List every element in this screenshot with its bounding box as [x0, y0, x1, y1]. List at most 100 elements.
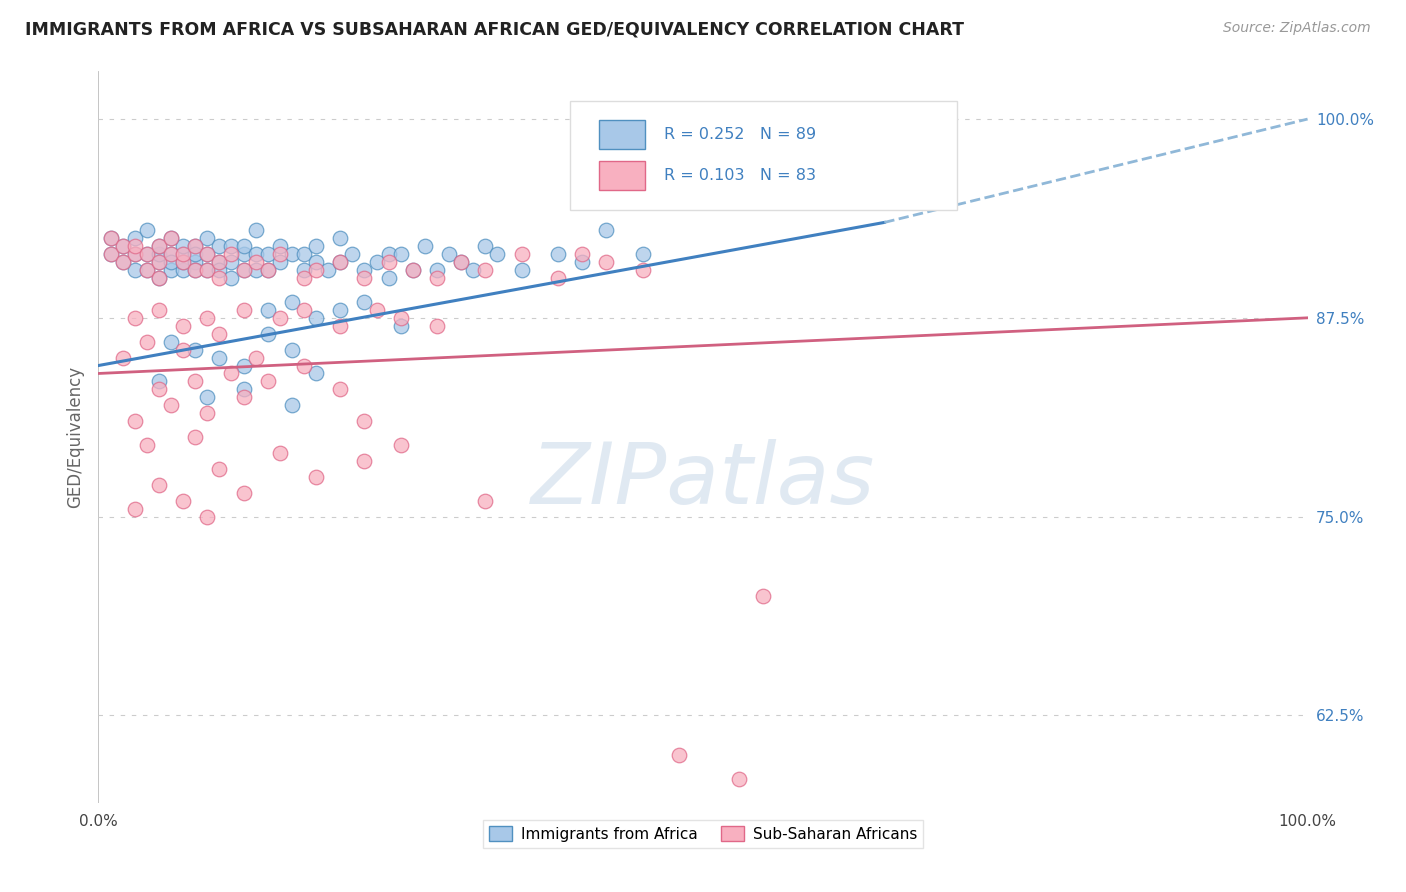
Point — [148, 477, 170, 491]
Point — [245, 247, 267, 261]
Point — [172, 255, 194, 269]
Point — [595, 255, 617, 269]
Point — [195, 390, 218, 404]
Point — [450, 255, 472, 269]
Point — [329, 302, 352, 317]
Point — [353, 454, 375, 468]
Text: Source: ZipAtlas.com: Source: ZipAtlas.com — [1223, 21, 1371, 35]
Point — [281, 294, 304, 309]
Point — [148, 247, 170, 261]
Point — [292, 302, 315, 317]
Point — [474, 239, 496, 253]
Point — [305, 470, 328, 484]
Point — [571, 255, 593, 269]
Point — [305, 367, 328, 381]
Point — [135, 247, 157, 261]
Text: R = 0.103   N = 83: R = 0.103 N = 83 — [664, 168, 817, 183]
Point — [160, 334, 183, 349]
Point — [148, 302, 170, 317]
Point — [208, 462, 231, 476]
Point — [232, 359, 254, 373]
Point — [195, 310, 218, 325]
Point — [111, 239, 134, 253]
Point — [245, 263, 267, 277]
Point — [124, 239, 146, 253]
Point — [135, 263, 157, 277]
Point — [305, 263, 328, 277]
Point — [329, 255, 352, 269]
Point — [245, 223, 267, 237]
Point — [124, 414, 146, 428]
Point — [547, 247, 569, 261]
Point — [631, 247, 654, 261]
Point — [245, 351, 267, 365]
Point — [100, 247, 122, 261]
Point — [353, 414, 375, 428]
Point — [305, 310, 328, 325]
Point — [148, 375, 170, 389]
Point — [510, 263, 533, 277]
Point — [547, 271, 569, 285]
Point — [172, 343, 194, 357]
Point — [269, 247, 291, 261]
Point — [232, 383, 254, 397]
Point — [256, 263, 278, 277]
Point — [305, 239, 328, 253]
Point — [208, 255, 231, 269]
Point — [486, 247, 509, 261]
Point — [221, 239, 243, 253]
Y-axis label: GED/Equivalency: GED/Equivalency — [66, 366, 84, 508]
Point — [510, 247, 533, 261]
Point — [184, 255, 207, 269]
Point — [148, 255, 170, 269]
Point — [221, 247, 243, 261]
Point — [329, 255, 352, 269]
Point — [184, 375, 207, 389]
Point — [474, 263, 496, 277]
Point — [232, 247, 254, 261]
Point — [389, 438, 412, 452]
Point — [195, 263, 218, 277]
Point — [426, 318, 449, 333]
Point — [353, 271, 375, 285]
Point — [184, 263, 207, 277]
Point — [256, 302, 278, 317]
Point — [160, 255, 183, 269]
Point — [426, 271, 449, 285]
Point — [281, 247, 304, 261]
Point — [172, 247, 194, 261]
Point — [232, 302, 254, 317]
Point — [111, 351, 134, 365]
Point — [474, 493, 496, 508]
Point — [292, 271, 315, 285]
Point — [426, 263, 449, 277]
Point — [208, 326, 231, 341]
Point — [728, 772, 751, 786]
Point — [316, 263, 339, 277]
Point — [329, 318, 352, 333]
Point — [111, 255, 134, 269]
Point — [292, 263, 315, 277]
Point — [184, 430, 207, 444]
Point — [172, 263, 194, 277]
Point — [160, 231, 183, 245]
Point — [184, 239, 207, 253]
Point — [208, 263, 231, 277]
Point — [124, 231, 146, 245]
Point — [269, 255, 291, 269]
Point — [377, 255, 399, 269]
Point — [208, 351, 231, 365]
Point — [342, 247, 364, 261]
Point — [366, 255, 388, 269]
Point — [148, 271, 170, 285]
Point — [366, 302, 388, 317]
Point — [195, 231, 218, 245]
Point — [111, 239, 134, 253]
Point — [100, 231, 122, 245]
Point — [184, 239, 207, 253]
Point — [450, 255, 472, 269]
Point — [100, 231, 122, 245]
Point — [208, 255, 231, 269]
FancyBboxPatch shape — [599, 161, 645, 190]
Point — [402, 263, 425, 277]
